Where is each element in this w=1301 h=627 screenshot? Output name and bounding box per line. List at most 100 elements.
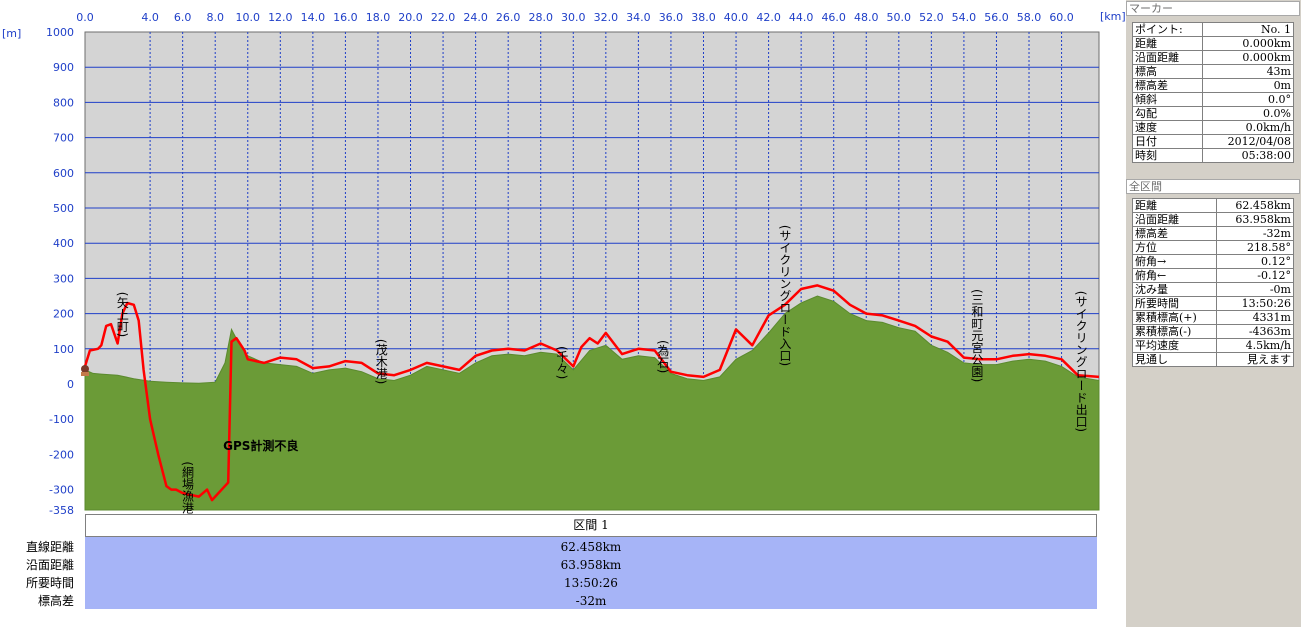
terrain-area — [84, 295, 1100, 511]
marker-row-label: 日付 — [1131, 134, 1204, 149]
place-annotation: (茂木港) — [374, 339, 388, 384]
section-row-label: 俯角→ — [1131, 254, 1218, 269]
section-row: 俯角→ 0.12° — [1131, 254, 1294, 269]
marker-row-value: 43m — [1202, 64, 1294, 79]
section-row-value: 62.458km — [1216, 198, 1294, 213]
place-annotation: (サイクリングロード入口) — [778, 225, 792, 366]
summary-row-label: 沿面距離 — [25, 558, 74, 572]
marker-row: 速度 0.0km/h — [1131, 120, 1294, 135]
x-tick-label: 36.0 — [659, 11, 684, 24]
y-tick-label: 100 — [53, 343, 74, 356]
section-row-value: 4.5km/h — [1216, 338, 1294, 353]
x-tick-label: 0.0 — [76, 11, 94, 24]
section-row: 俯角← -0.12° — [1131, 268, 1294, 283]
x-tick-label: 16.0 — [333, 11, 358, 24]
marker-row: 沿面距離 0.000km — [1131, 50, 1294, 65]
x-tick-label: 6.0 — [174, 11, 192, 24]
x-tick-label: 12.0 — [268, 11, 293, 24]
section-row-value: -0m — [1216, 282, 1294, 297]
y-unit-label: [m] — [2, 27, 21, 40]
section-panel-header[interactable]: 全区間 — [1126, 179, 1300, 194]
x-tick-labels: 0.0 4.0 6.0 8.0 10.0 12.0 14.0 16.0 18.0 20.0 22.0… — [76, 11, 1074, 24]
x-tick-label: 44.0 — [789, 11, 814, 24]
marker-row-value: 2012/04/08 — [1202, 134, 1294, 149]
marker-row-label: ポイント: — [1131, 22, 1204, 37]
section-row-label: 所要時間 — [1131, 296, 1218, 311]
x-tick-label: 22.0 — [431, 11, 456, 24]
y-tick-label: -100 — [49, 413, 74, 426]
y-tick-label: 800 — [53, 96, 74, 109]
y-tick-label: 1000 — [46, 26, 74, 39]
section-row: 標高差 -32m — [1131, 226, 1294, 241]
marker-info-table: ポイント: No. 1 距離 0.000km 沿面距離 0.000km 標高 43m 標高差 0m… — [1131, 22, 1294, 163]
section-row: 平均速度 4.5km/h — [1131, 338, 1294, 353]
x-tick-label: 48.0 — [854, 11, 879, 24]
y-tick-label: -300 — [49, 484, 74, 497]
x-unit-label: [km] — [1100, 10, 1126, 23]
x-tick-label: 54.0 — [952, 11, 977, 24]
marker-row-label: 勾配 — [1131, 106, 1204, 121]
x-tick-label: 4.0 — [141, 11, 159, 24]
y-tick-label: 600 — [53, 167, 74, 180]
x-tick-label: 14.0 — [301, 11, 326, 24]
section-row-label: 累積標高(-) — [1131, 324, 1218, 339]
x-tick-label: 8.0 — [206, 11, 224, 24]
x-tick-label: 30.0 — [561, 11, 586, 24]
section-row: 見通し 見えます — [1131, 352, 1294, 367]
marker-row-value: 0.0° — [1202, 92, 1294, 107]
section-row-label: 沈み量 — [1131, 282, 1218, 297]
x-tick-label: 56.0 — [984, 11, 1009, 24]
section-row-value: -4363m — [1216, 324, 1294, 339]
gps-note-label: GPS計測不良 — [223, 438, 298, 453]
x-tick-label: 28.0 — [528, 11, 553, 24]
x-tick-label: 34.0 — [626, 11, 651, 24]
section-row: 累積標高(-) -4363m — [1131, 324, 1294, 339]
x-tick-label: 24.0 — [463, 11, 488, 24]
section-row-label: 累積標高(+) — [1131, 310, 1218, 325]
x-tick-label: 20.0 — [398, 11, 423, 24]
marker-row: 時刻 05:38:00 — [1131, 148, 1294, 163]
y-tick-label: -200 — [49, 448, 74, 461]
y-tick-label: 400 — [53, 237, 74, 250]
summary-header: 区間 1 — [85, 514, 1097, 537]
series-group — [83, 284, 1100, 511]
marker-row-label: 標高 — [1131, 64, 1204, 79]
x-tick-label: 46.0 — [821, 11, 846, 24]
marker-row: 勾配 0.0% — [1131, 106, 1294, 121]
y-tick-label: 500 — [53, 202, 74, 215]
marker-row-value: 0.0% — [1202, 106, 1294, 121]
marker-row: 距離 0.000km — [1131, 36, 1294, 51]
start-marker-icon[interactable] — [81, 365, 89, 376]
marker-row-value: 0m — [1202, 78, 1294, 93]
x-tick-label: 40.0 — [724, 11, 749, 24]
y-tick-label: -358 — [49, 504, 74, 514]
x-tick-label: 32.0 — [594, 11, 619, 24]
section-row-value: 見えます — [1216, 352, 1294, 367]
place-annotation: (網場漁港) — [181, 461, 195, 514]
y-tick-label: 300 — [53, 272, 74, 285]
marker-row-value: No. 1 — [1202, 22, 1294, 37]
place-annotation: (サイクリングロード出口) — [1074, 291, 1088, 432]
marker-row-label: 沿面距離 — [1131, 50, 1204, 65]
marker-row: 標高 43m — [1131, 64, 1294, 79]
y-tick-label: 700 — [53, 132, 74, 145]
marker-row-label: 標高差 — [1131, 78, 1204, 93]
marker-row: 標高差 0m — [1131, 78, 1294, 93]
section-row: 累積標高(+) 4331m — [1131, 310, 1294, 325]
x-tick-label: 10.0 — [236, 11, 261, 24]
summary-row-label: 直線距離 — [25, 540, 74, 554]
section-row: 沿面距離 63.958km — [1131, 212, 1294, 227]
marker-panel-header[interactable]: マーカー — [1126, 1, 1300, 16]
y-tick-label: 200 — [53, 308, 74, 321]
marker-row: 傾斜 0.0° — [1131, 92, 1294, 107]
y-tick-label: 0 — [67, 378, 74, 391]
section-row-value: 63.958km — [1216, 212, 1294, 227]
place-annotation: (為石) — [656, 340, 670, 373]
section-row-label: 平均速度 — [1131, 338, 1218, 353]
x-tick-label: 18.0 — [366, 11, 391, 24]
x-tick-label: 42.0 — [756, 11, 781, 24]
x-tick-label: 26.0 — [496, 11, 521, 24]
marker-row-label: 速度 — [1131, 120, 1204, 135]
section-row-value: -0.12° — [1216, 268, 1294, 283]
marker-row-label: 時刻 — [1131, 148, 1204, 163]
